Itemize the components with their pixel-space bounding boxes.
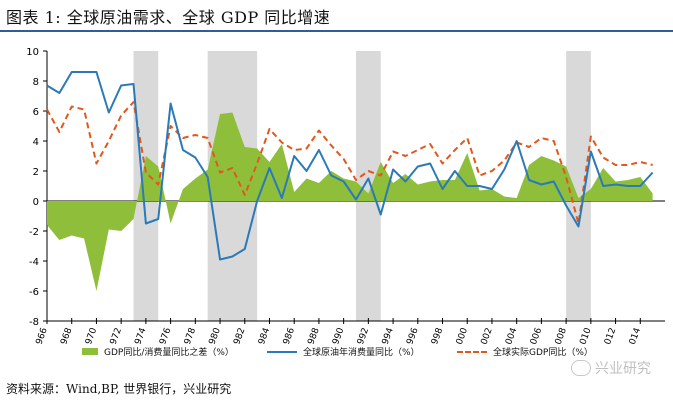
- wechat-icon: [571, 360, 591, 376]
- x-tick-label: 1980: [206, 326, 223, 344]
- y-tick-label: -2: [29, 227, 39, 238]
- x-tick-label: 2006: [527, 326, 544, 344]
- series-line-gdp: [46, 101, 653, 225]
- y-tick-label: -6: [29, 287, 39, 298]
- legend-item-oil: 全球原油年消费量同比（%）: [267, 345, 420, 358]
- x-tick-label: 1984: [255, 326, 272, 344]
- legend-swatch-area: [82, 348, 98, 355]
- x-tick-label: 2014: [626, 326, 643, 344]
- legend-swatch-dashed-line: [457, 350, 487, 353]
- source-note: 资料来源：Wind,BP, 世界银行，兴业研究: [6, 382, 232, 396]
- x-tick-label: 2002: [478, 327, 495, 344]
- chart-canvas: -8 -6 -4 -2 0 2 4 6 8 10 1966 1968 1970 1972 1974 1976 1…: [26, 47, 665, 344]
- x-tick-label: 1982: [230, 327, 247, 344]
- x-tick-label: 1972: [107, 327, 124, 344]
- legend-item-gdp: 全球实际GDP同比（%）: [457, 345, 593, 358]
- series-line-oil: [46, 71, 654, 261]
- y-tick-label: 6: [33, 107, 39, 118]
- legend-label: 全球实际GDP同比（%）: [493, 348, 593, 358]
- x-tick-label: 1970: [82, 326, 99, 344]
- x-tick-label: 2012: [601, 327, 618, 344]
- y-tick-label: 8: [33, 77, 39, 88]
- title-rule: [0, 30, 673, 32]
- x-tick-label: 2004: [502, 326, 519, 344]
- y-tick-label: 0: [33, 197, 39, 208]
- y-tick-label: 4: [33, 137, 39, 148]
- legend-label: GDP同比/消费量同比之差（%）: [104, 348, 234, 358]
- x-tick-label: 1976: [156, 326, 173, 344]
- x-tick-label: 1968: [57, 326, 74, 344]
- legend-swatch-line: [267, 350, 297, 353]
- chart-legend: GDP同比/消费量同比之差（%） 全球原油年消费量同比（%） 全球实际GDP同比…: [72, 345, 672, 363]
- x-tick-label: 1974: [131, 326, 148, 344]
- legend-label: 全球原油年消费量同比（%）: [303, 348, 420, 358]
- x-tick-label: 1986: [280, 326, 297, 344]
- x-tick-label: 1996: [403, 326, 420, 344]
- legend-item-gdp-diff: GDP同比/消费量同比之差（%）: [82, 345, 234, 358]
- series-area-gdp-diff: [47, 112, 653, 291]
- watermark: 兴业研究: [571, 358, 651, 378]
- x-tick-label: 1966: [33, 326, 50, 344]
- x-tick-label: 2008: [552, 326, 569, 344]
- figure-title: 图表 1: 全球原油需求、全球 GDP 同比增速: [6, 8, 331, 27]
- x-tick-label: 1994: [379, 326, 396, 344]
- y-tick-label: -4: [29, 257, 39, 268]
- watermark-text: 兴业研究: [595, 361, 651, 377]
- x-tick-label: 1990: [329, 326, 346, 344]
- x-tick-label: 1978: [181, 326, 198, 344]
- y-tick-label: 2: [33, 167, 39, 178]
- x-tick-label: 1998: [428, 326, 445, 344]
- x-tick-label: 2000: [453, 326, 470, 344]
- x-tick-label: 1992: [354, 327, 371, 344]
- x-tick-label: 2010: [576, 326, 593, 344]
- y-tick-label: -8: [29, 317, 39, 328]
- x-tick-label: 1988: [305, 326, 322, 344]
- y-tick-label: 10: [26, 47, 39, 58]
